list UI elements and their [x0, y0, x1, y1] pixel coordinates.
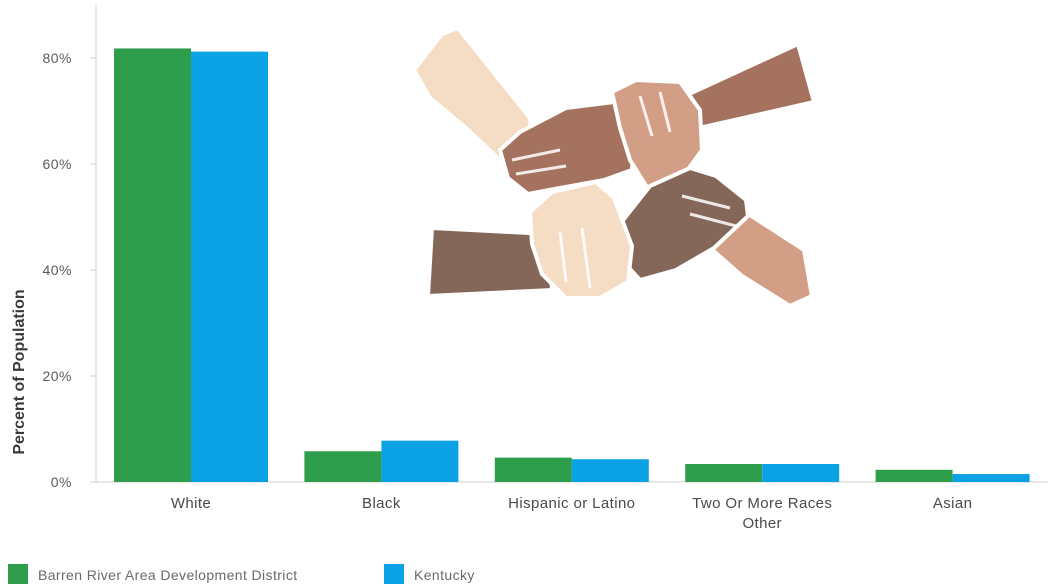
bars	[114, 48, 1030, 483]
legend-swatch-barren-river	[8, 564, 28, 584]
bar-barren-river-hispanic-or-latino	[494, 457, 572, 482]
x-tick-label: Asian	[933, 495, 973, 512]
x-tick-label: Black	[362, 495, 401, 512]
y-tick-label: 60%	[42, 156, 72, 172]
legend: Barren River Area Development District K…	[8, 564, 475, 584]
bar-kentucky-white	[191, 51, 268, 482]
x-tick-label: Hispanic or Latino	[508, 495, 635, 512]
x-tick-label: White	[171, 495, 211, 512]
hands-unity-icon	[411, 25, 817, 309]
y-ticks: 0% 20% 40% 60% 80%	[42, 50, 96, 490]
bar-barren-river-white	[114, 48, 191, 483]
bar-kentucky-black	[381, 440, 459, 482]
y-axis-label: Percent of Population	[11, 289, 28, 454]
category-labels: White Black Hispanic or Latino Two Or More …	[171, 495, 973, 532]
legend-label-kentucky: Kentucky	[414, 567, 475, 583]
bar-barren-river-two-or-more-races-other	[685, 463, 763, 482]
bar-barren-river-black	[304, 451, 382, 482]
y-tick-label: 0%	[51, 474, 72, 490]
y-tick-label: 80%	[42, 50, 72, 66]
bar-kentucky-hispanic-or-latino	[571, 459, 649, 482]
legend-swatch-kentucky	[384, 564, 404, 584]
x-tick-label: Two Or More Races Other	[692, 495, 832, 532]
bar-kentucky-asian	[952, 474, 1030, 482]
legend-label-barren-river: Barren River Area Development District	[38, 567, 298, 583]
y-tick-label: 20%	[42, 368, 72, 384]
bar-barren-river-asian	[875, 469, 953, 482]
bar-kentucky-two-or-more-races-other	[762, 463, 840, 482]
y-tick-label: 40%	[42, 262, 72, 278]
